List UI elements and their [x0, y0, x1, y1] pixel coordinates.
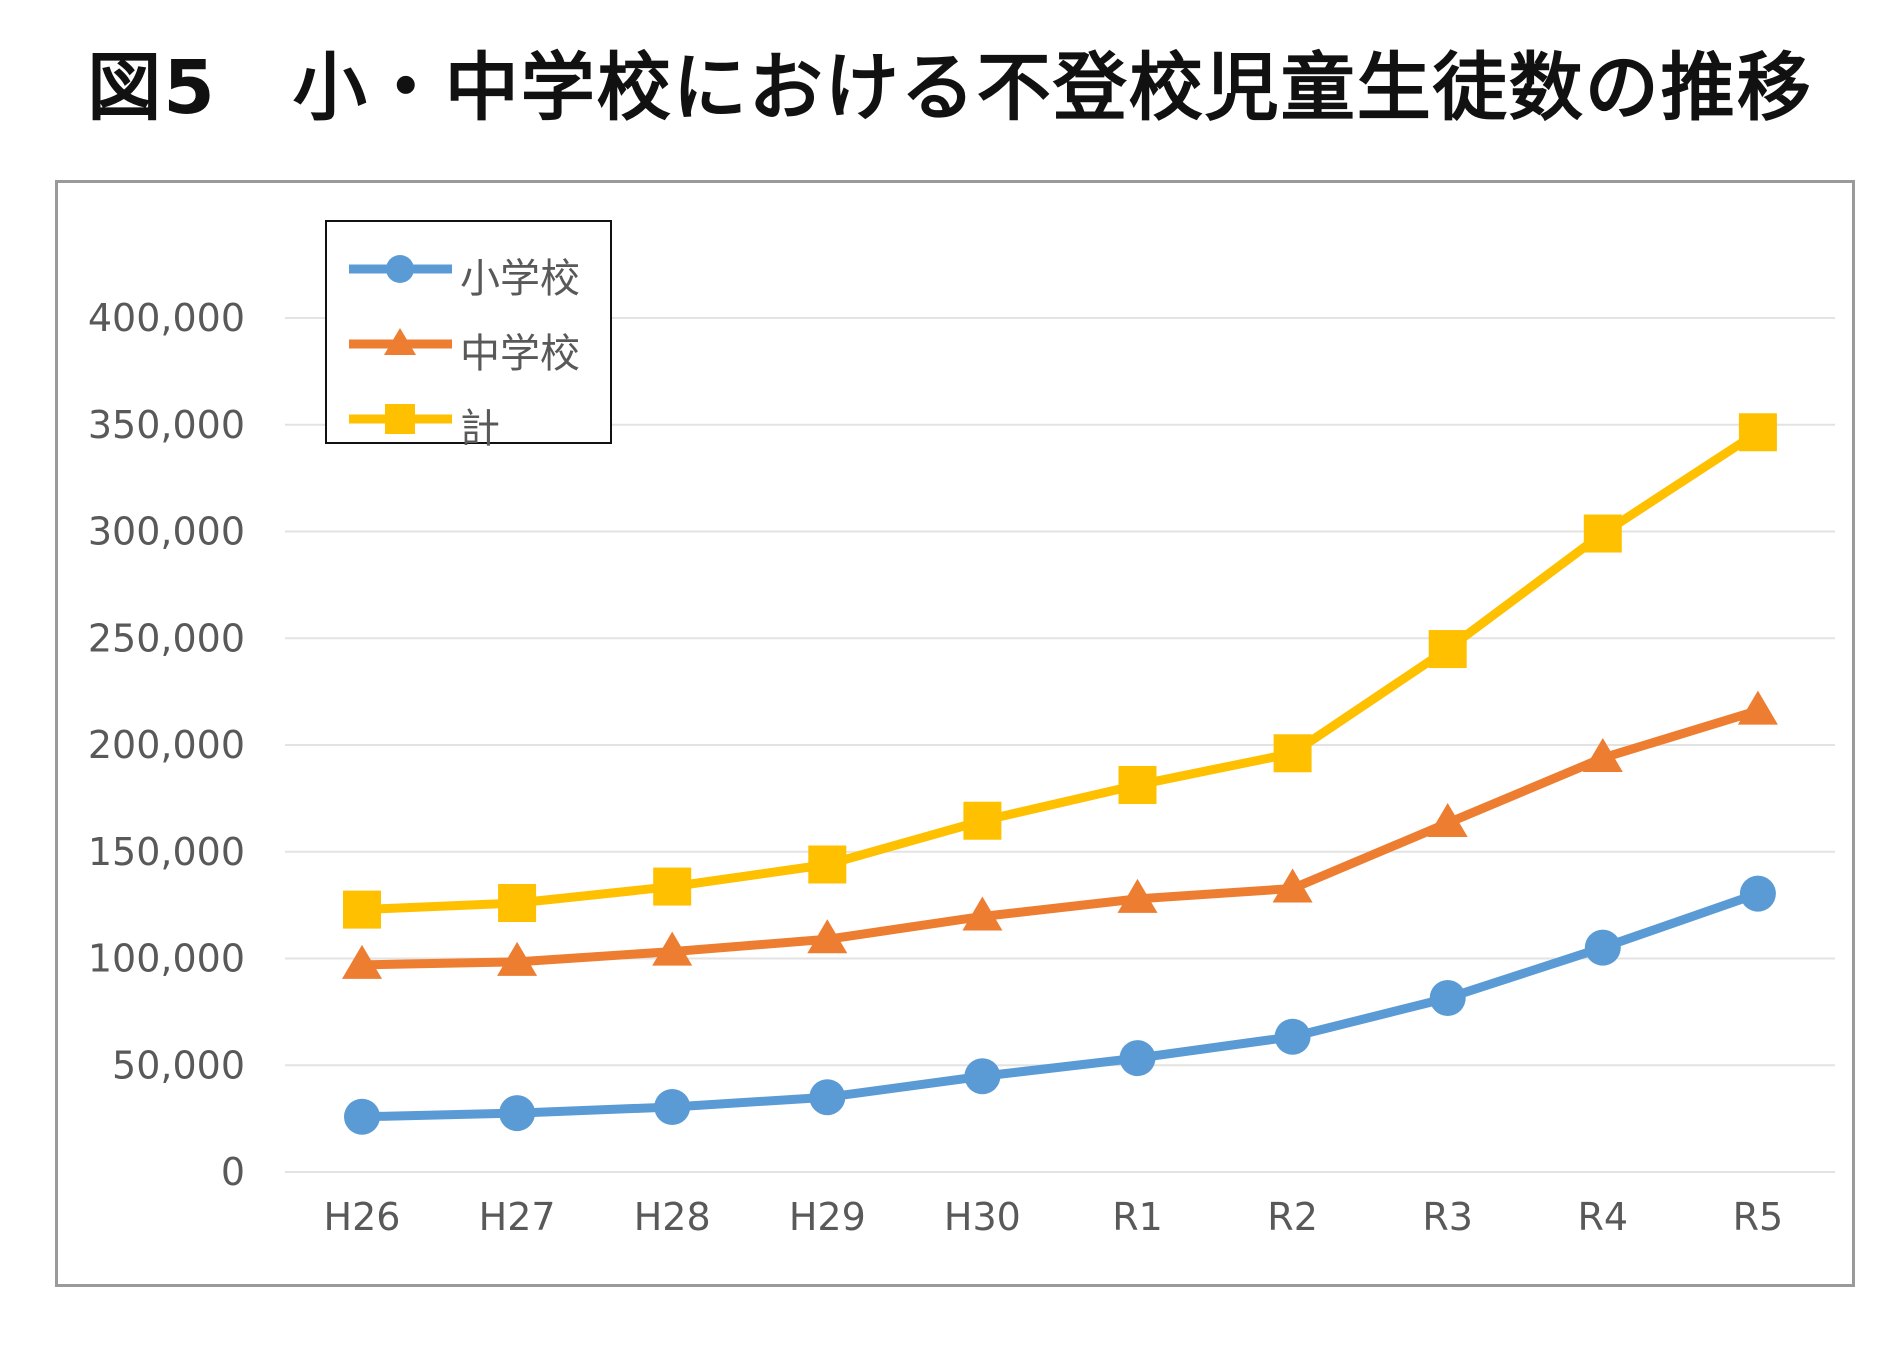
y-tick-label: 250,000	[88, 616, 245, 660]
data-point	[1582, 737, 1623, 772]
data-point	[497, 941, 538, 976]
y-tick-label: 0	[221, 1150, 245, 1194]
data-point	[1584, 929, 1621, 966]
series-2	[343, 413, 1777, 929]
data-point	[1272, 868, 1313, 903]
legend-item-junior: 中学校	[347, 319, 607, 377]
y-tick-label: 200,000	[88, 723, 245, 767]
series-line	[357, 427, 1763, 915]
data-point	[1583, 514, 1622, 553]
legend-label-junior: 中学校	[460, 331, 580, 377]
x-axis-tick-labels: H26 H27 H28 H29 H30 R1 R2 R3 R4 R5	[324, 1195, 1784, 1239]
chart-title: 図5 小・中学校における不登校児童生徒数の推移	[87, 45, 1813, 131]
data-point	[498, 884, 537, 923]
x-tick-label: H28	[634, 1195, 711, 1239]
y-tick-label: 350,000	[88, 403, 245, 447]
x-tick-label: H27	[479, 1195, 556, 1239]
data-point	[807, 919, 848, 954]
y-tick-label: 100,000	[88, 937, 245, 981]
legend-triangle-marker-icon	[349, 328, 452, 355]
legend-circle-marker-icon	[349, 255, 452, 283]
legend: 小学校 中学校 計	[325, 220, 612, 452]
data-point	[1738, 413, 1777, 452]
series-lines	[342, 413, 1778, 1135]
data-point	[653, 867, 692, 906]
data-point	[499, 1095, 536, 1132]
legend-label-elementary: 小学校	[460, 256, 580, 302]
x-tick-label: R5	[1733, 1195, 1784, 1239]
legend-square-marker-icon	[349, 404, 452, 434]
legend-item-total: 計	[347, 394, 607, 452]
y-axis-tick-labels: 0 50,000 100,000 150,000 200,000 250,000 300,0…	[88, 296, 245, 1194]
data-point	[1737, 690, 1778, 725]
legend-item-elementary: 小学校	[347, 244, 607, 302]
data-point	[808, 845, 847, 884]
x-tick-label: R2	[1267, 1195, 1318, 1239]
x-tick-label: H29	[789, 1195, 866, 1239]
data-point	[342, 944, 382, 979]
data-point	[1274, 1018, 1311, 1055]
x-tick-label: R1	[1112, 1195, 1163, 1239]
series-0	[344, 875, 1776, 1135]
data-point	[1118, 765, 1157, 804]
data-point	[1739, 875, 1776, 912]
data-point	[1429, 980, 1466, 1017]
data-point	[1427, 803, 1468, 838]
data-point	[1273, 734, 1312, 773]
data-point	[963, 801, 1002, 840]
x-tick-label: R4	[1578, 1195, 1629, 1239]
data-point	[1428, 630, 1467, 669]
data-point	[654, 1088, 691, 1125]
data-point	[343, 890, 381, 929]
series-line	[357, 889, 1763, 1122]
x-tick-label: H30	[944, 1195, 1021, 1239]
legend-label-total: 計	[460, 406, 500, 452]
data-point	[809, 1079, 846, 1116]
series-line	[357, 706, 1763, 970]
data-point	[1119, 1040, 1156, 1077]
data-point	[962, 896, 1003, 931]
x-tick-label: H26	[324, 1195, 401, 1239]
series-1	[342, 690, 1778, 979]
data-point	[964, 1058, 1001, 1095]
y-tick-label: 400,000	[88, 296, 245, 340]
data-point	[1117, 878, 1158, 913]
y-tick-label: 50,000	[112, 1043, 245, 1087]
y-tick-label: 300,000	[88, 510, 245, 554]
x-tick-label: R3	[1422, 1195, 1473, 1239]
data-point	[652, 931, 693, 966]
y-tick-label: 150,000	[88, 830, 245, 874]
data-point	[344, 1098, 380, 1135]
